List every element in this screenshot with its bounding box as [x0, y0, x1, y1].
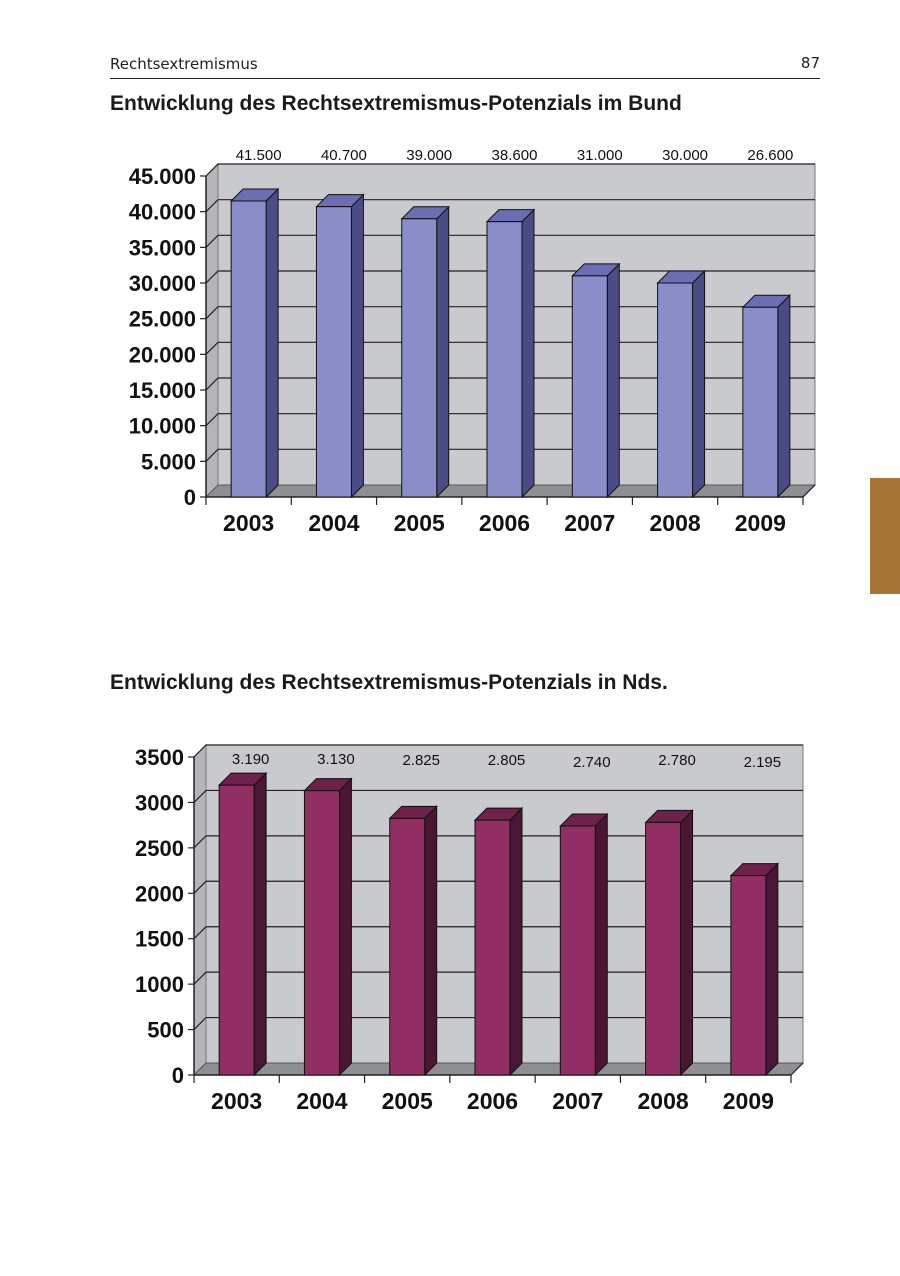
y-tick-label: 1000: [135, 972, 184, 997]
bar-side: [692, 269, 706, 499]
gridline: [205, 199, 815, 213]
running-title: Rechtsextremismus: [110, 55, 258, 73]
bar-side: [424, 805, 438, 1077]
y-tick-label: 15.000: [129, 378, 196, 403]
data-label: 38.600: [492, 147, 538, 164]
data-label: 3.190: [232, 751, 270, 768]
bar: [315, 206, 352, 498]
data-label: 2.805: [488, 752, 526, 769]
bar: [230, 200, 267, 498]
bar: [389, 817, 426, 1076]
chapter-thumb-tab: [870, 478, 900, 594]
data-label: 2.740: [573, 754, 611, 771]
plot-side-wall: [205, 162, 219, 499]
bar: [657, 282, 694, 498]
x-tick-label: 2006: [479, 510, 530, 536]
x-tick-label: 2003: [211, 1088, 262, 1114]
y-tick-label: 45.000: [129, 164, 196, 189]
x-tick-label: 2004: [308, 510, 359, 536]
bar-side: [521, 208, 535, 499]
data-label: 30.000: [662, 147, 708, 164]
y-tick-label: 1500: [135, 927, 184, 952]
bar-side: [350, 193, 364, 499]
x-tick-label: 2007: [552, 1088, 603, 1114]
y-tick-label: 40.000: [129, 200, 196, 225]
bar: [571, 275, 608, 498]
data-label: 2.780: [658, 752, 696, 769]
y-tick-label: 25.000: [129, 307, 196, 332]
y-tick-label: 35.000: [129, 235, 196, 260]
chart-title-bund: Entwicklung des Rechtsextremismus-Potenz…: [110, 92, 682, 115]
y-tick-label: 10.000: [129, 414, 196, 439]
y-tick-label: 2000: [135, 881, 184, 906]
bar: [218, 784, 255, 1076]
bar-side: [436, 205, 450, 499]
data-label: 26.600: [747, 147, 793, 164]
y-tick-label: 30.000: [129, 271, 196, 296]
bar-side: [680, 809, 694, 1077]
chart-bund: 0 5.000 10.000 15.000 20.000 25.000 30.000 35.0…: [129, 147, 817, 536]
data-label: 2.195: [744, 754, 782, 771]
x-tick-label: 2004: [296, 1088, 347, 1114]
y-tick-label: 20.000: [129, 342, 196, 367]
bar: [401, 218, 438, 498]
running-header: Rechtsextremismus 87: [110, 52, 820, 79]
y-tick-label: 3000: [135, 790, 184, 815]
data-label: 2.825: [402, 752, 440, 769]
y-tick-label: 0: [184, 485, 196, 510]
plot-side-wall: [193, 743, 207, 1077]
bar-side: [509, 806, 523, 1077]
data-label: 41.500: [236, 147, 282, 164]
chart-nds: 0 500 1000 1500 2000 2500 3000 3500 3.190 2003 3.1…: [135, 743, 805, 1114]
gridline: [193, 744, 803, 758]
data-label: 40.700: [321, 147, 367, 164]
data-label: 39.000: [406, 147, 452, 164]
gridline: [205, 234, 815, 248]
page-number: 87: [800, 54, 820, 72]
data-label: 31.000: [577, 147, 623, 164]
bar: [559, 825, 596, 1076]
x-tick-label: 2005: [382, 1088, 433, 1114]
x-tick-label: 2009: [735, 510, 786, 536]
x-tick-label: 2005: [394, 510, 445, 536]
gridline: [193, 789, 803, 803]
bar-side: [606, 262, 620, 499]
bar: [730, 875, 767, 1076]
bar-side: [338, 777, 352, 1077]
x-tick-label: 2007: [564, 510, 615, 536]
bar-side: [765, 862, 779, 1077]
bar-side: [777, 294, 791, 499]
gridline: [205, 163, 815, 177]
x-tick-label: 2003: [223, 510, 274, 536]
bar: [486, 221, 523, 498]
x-tick-label: 2008: [637, 1088, 688, 1114]
y-tick-label: 0: [172, 1063, 184, 1088]
x-tick-label: 2006: [467, 1088, 518, 1114]
bar: [645, 821, 682, 1076]
data-label: 3.130: [317, 751, 355, 768]
bar: [742, 306, 779, 498]
chart-title-nds: Entwicklung des Rechtsextremismus-Potenz…: [110, 671, 668, 694]
x-axis-end: [802, 484, 816, 498]
bar-side: [253, 771, 267, 1077]
bar-side: [265, 187, 279, 499]
y-tick-label: 3500: [135, 745, 184, 770]
bar: [303, 790, 340, 1076]
y-tick-label: 2500: [135, 836, 184, 861]
x-tick-label: 2009: [723, 1088, 774, 1114]
x-tick-label: 2008: [649, 510, 700, 536]
bar: [474, 819, 511, 1076]
y-tick-label: 5.000: [141, 449, 196, 474]
x-axis-end: [790, 1062, 804, 1076]
bar-side: [594, 812, 608, 1077]
y-tick-label: 500: [147, 1018, 184, 1043]
